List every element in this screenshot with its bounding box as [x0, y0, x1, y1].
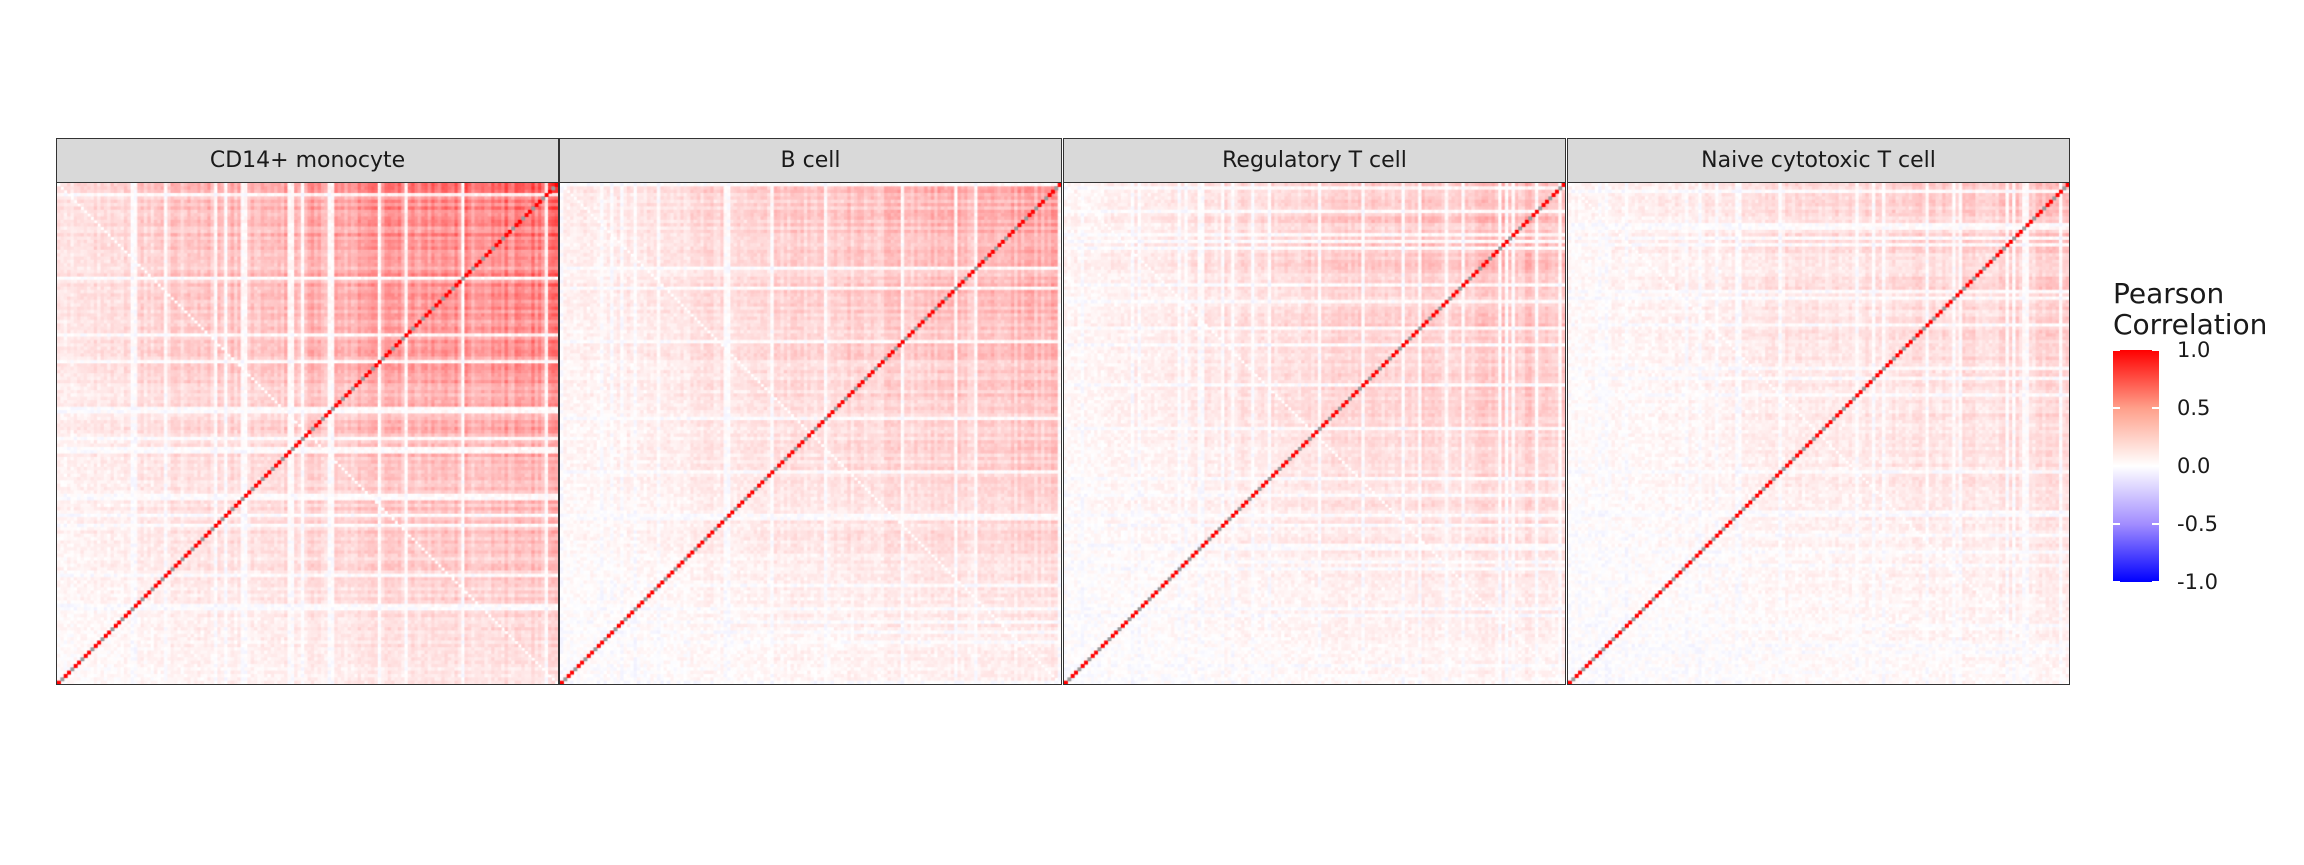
heatmap-cells: [1568, 183, 2069, 684]
heatmap-cells: [560, 183, 1061, 684]
facet-strip-title: B cell: [559, 138, 1062, 182]
facet-strip-title: CD14+ monocyte: [56, 138, 559, 182]
facet-strip-title: Naive cytotoxic T cell: [1567, 138, 2070, 182]
legend-title-line2: Correlation: [2113, 308, 2268, 341]
facet-regulatory-t-cell: Regulatory T cell: [1063, 138, 1566, 685]
tick-label: 0.5: [2177, 396, 2211, 420]
color-legend: Pearson Correlation 1.0 0.5 0.0 -0.5 -1.…: [2113, 278, 2273, 594]
legend-title-line1: Pearson: [2113, 277, 2225, 310]
tick-label: -0.5: [2177, 512, 2218, 536]
tick-label: 1.0: [2177, 338, 2211, 362]
colorbar-gradient: [2113, 350, 2159, 582]
heatmap-panel: [1063, 182, 1566, 685]
legend-colorbar-area: 1.0 0.5 0.0 -0.5 -1.0: [2113, 338, 2273, 594]
legend-title: Pearson Correlation: [2113, 278, 2273, 340]
tick-label: 0.0: [2177, 454, 2211, 478]
facet-naive-cytotoxic-t-cell: Naive cytotoxic T cell: [1567, 138, 2070, 685]
heatmap-cells: [1064, 183, 1565, 684]
facet-strip-title: Regulatory T cell: [1063, 138, 1566, 182]
facet-cd14-monocyte: CD14+ monocyte: [56, 138, 559, 685]
heatmap-panel: [559, 182, 1062, 685]
heatmap-panel: [56, 182, 559, 685]
heatmap-panel: [1567, 182, 2070, 685]
facet-b-cell: B cell: [559, 138, 1062, 685]
tick-label: -1.0: [2177, 570, 2218, 594]
heatmap-cells: [57, 183, 558, 684]
